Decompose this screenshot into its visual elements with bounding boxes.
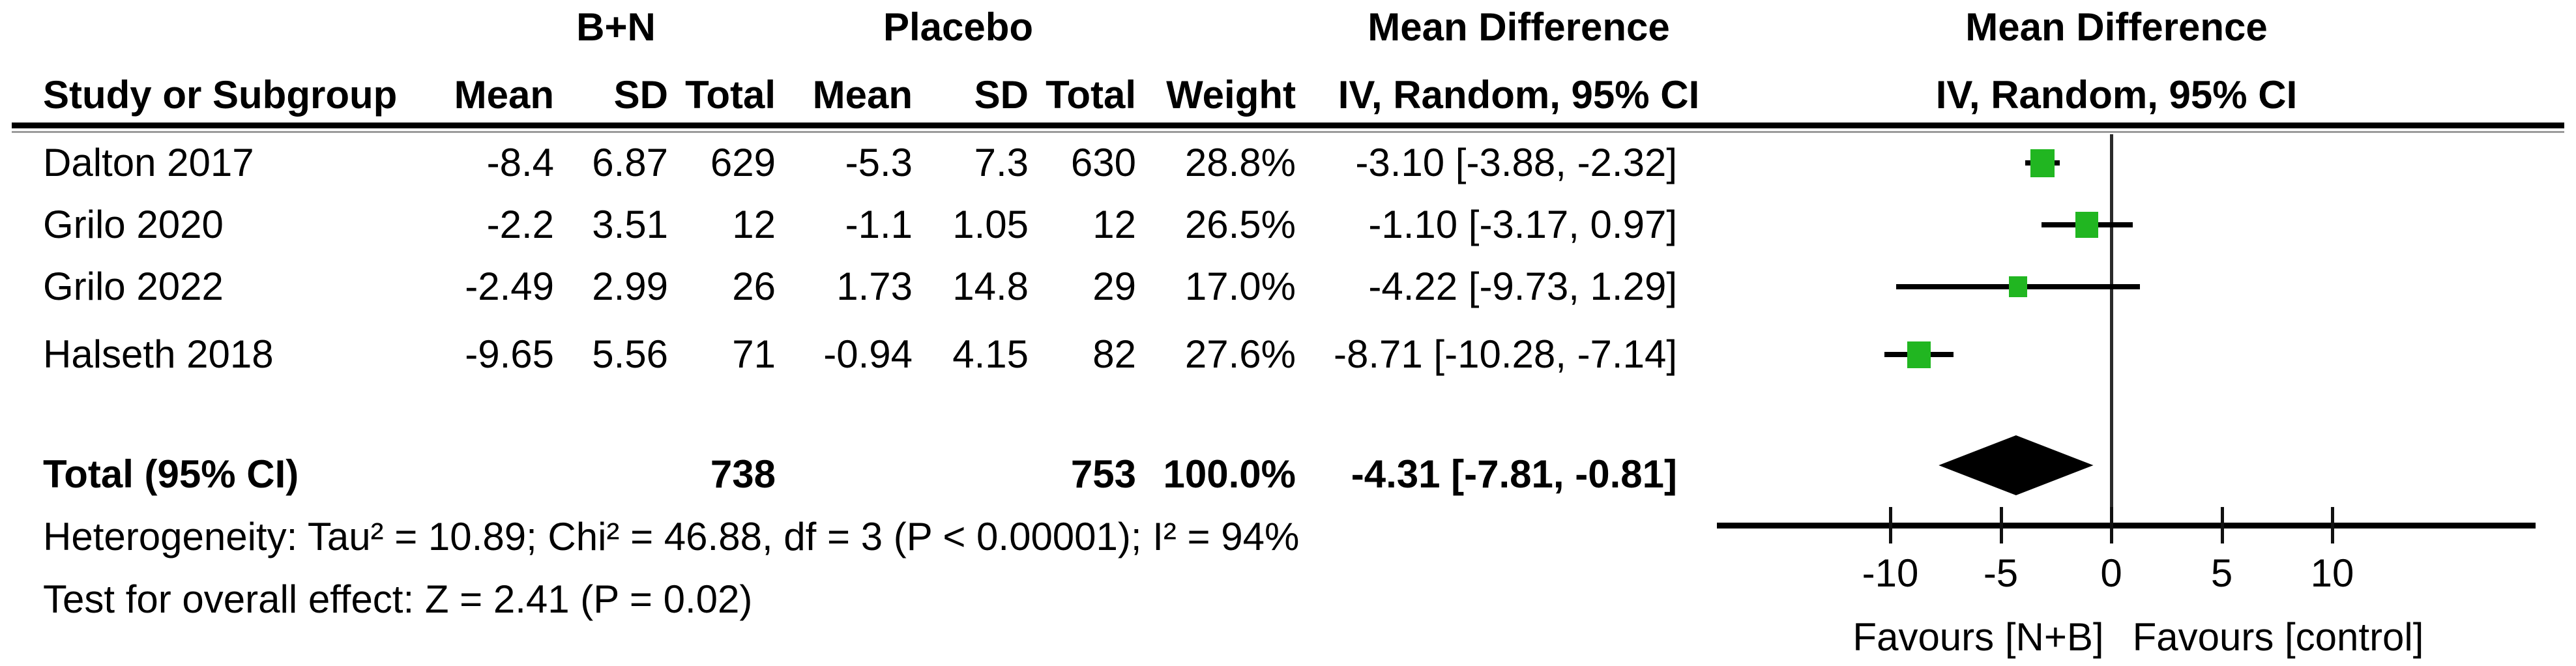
total-control-total: 753 bbox=[1070, 452, 1136, 496]
study-name: Grilo 2022 bbox=[43, 265, 224, 308]
treatment-total-cell: 26 bbox=[732, 265, 776, 308]
total-md-ci: -4.31 [-7.81, -0.81] bbox=[1351, 452, 1677, 496]
control-mean-cell: -0.94 bbox=[823, 332, 913, 376]
total-label: Total (95% CI) bbox=[43, 452, 299, 496]
study-marker bbox=[2030, 149, 2055, 177]
control-total-cell: 82 bbox=[1092, 332, 1136, 376]
study-name: Halseth 2018 bbox=[43, 332, 274, 376]
weight-cell: 27.6% bbox=[1184, 332, 1296, 376]
study-marker bbox=[2008, 276, 2027, 297]
control-sd-cell: 7.3 bbox=[974, 141, 1029, 184]
treatment-sd-cell: 6.87 bbox=[592, 141, 668, 184]
axis-tick bbox=[2220, 507, 2224, 543]
header-separator-line bbox=[12, 123, 2564, 128]
axis-tick bbox=[2110, 507, 2113, 543]
tick-label: 10 bbox=[2310, 551, 2354, 595]
treatment-mean-cell: -8.4 bbox=[486, 141, 554, 184]
control-sd-cell: 4.15 bbox=[952, 332, 1029, 376]
axis-tick bbox=[1999, 507, 2003, 543]
column-header-control-sd: SD bbox=[974, 73, 1029, 117]
favours-left-label: Favours [N+B] bbox=[1852, 615, 2104, 659]
heterogeneity-text: Heterogeneity: Tau² = 10.89; Chi² = 46.8… bbox=[43, 515, 1300, 558]
control-total-cell: 29 bbox=[1092, 265, 1136, 308]
study-name: Grilo 2020 bbox=[43, 203, 224, 246]
treatment-total-cell: 629 bbox=[710, 141, 776, 184]
weight-cell: 26.5% bbox=[1184, 203, 1296, 246]
control-mean-cell: -1.1 bbox=[845, 203, 913, 246]
column-header-method-right: IV, Random, 95% CI bbox=[1935, 73, 2298, 117]
tick-label: -10 bbox=[1862, 551, 1919, 595]
control-mean-cell: 1.73 bbox=[836, 265, 913, 308]
tick-label: -5 bbox=[1983, 551, 2019, 595]
column-header-control-mean: Mean bbox=[812, 73, 913, 117]
header-separator-echo bbox=[12, 131, 2564, 133]
md-ci-cell: -8.71 [-10.28, -7.14] bbox=[1334, 332, 1677, 376]
md-ci-cell: -3.10 [-3.88, -2.32] bbox=[1355, 141, 1677, 184]
control-total-cell: 630 bbox=[1070, 141, 1136, 184]
treatment-total-cell: 12 bbox=[732, 203, 776, 246]
summary-diamond bbox=[1939, 435, 2094, 495]
axis-tick bbox=[2331, 507, 2334, 543]
column-header-treatment-mean: Mean bbox=[454, 73, 554, 117]
control-total-cell: 12 bbox=[1092, 203, 1136, 246]
treatment-mean-cell: -9.65 bbox=[465, 332, 554, 376]
column-header-study: Study or Subgroup bbox=[43, 73, 398, 117]
treatment-mean-cell: -2.2 bbox=[486, 203, 554, 246]
column-header-treatment-sd: SD bbox=[613, 73, 668, 117]
treatment-sd-cell: 5.56 bbox=[592, 332, 668, 376]
control-group-header: Placebo bbox=[883, 5, 1034, 49]
effect-header-left: Mean Difference bbox=[1368, 5, 1670, 49]
study-marker bbox=[2075, 212, 2099, 238]
treatment-mean-cell: -2.49 bbox=[465, 265, 554, 308]
weight-cell: 17.0% bbox=[1184, 265, 1296, 308]
zero-line bbox=[2110, 134, 2113, 529]
treatment-sd-cell: 3.51 bbox=[592, 203, 668, 246]
total-weight: 100.0% bbox=[1163, 452, 1296, 496]
control-mean-cell: -5.3 bbox=[845, 141, 913, 184]
treatment-group-header: B+N bbox=[576, 5, 656, 49]
tick-label: 0 bbox=[2100, 551, 2122, 595]
axis-tick bbox=[1889, 507, 1892, 543]
md-ci-cell: -1.10 [-3.17, 0.97] bbox=[1368, 203, 1677, 246]
weight-cell: 28.8% bbox=[1184, 141, 1296, 184]
overall-effect-text: Test for overall effect: Z = 2.41 (P = 0… bbox=[43, 577, 753, 621]
favours-right-label: Favours [control] bbox=[2132, 615, 2424, 659]
column-header-treatment-total: Total bbox=[685, 73, 776, 117]
total-treatment-total: 738 bbox=[710, 452, 776, 496]
control-sd-cell: 1.05 bbox=[952, 203, 1029, 246]
effect-header-right: Mean Difference bbox=[1965, 5, 2268, 49]
treatment-sd-cell: 2.99 bbox=[592, 265, 668, 308]
treatment-total-cell: 71 bbox=[732, 332, 776, 376]
study-marker bbox=[1907, 341, 1931, 368]
tick-label: 5 bbox=[2210, 551, 2233, 595]
column-header-weight: Weight bbox=[1166, 73, 1296, 117]
column-header-control-total: Total bbox=[1046, 73, 1136, 117]
md-ci-cell: -4.22 [-9.73, 1.29] bbox=[1368, 265, 1677, 308]
x-axis-line bbox=[1717, 523, 2536, 528]
study-name: Dalton 2017 bbox=[43, 141, 254, 184]
control-sd-cell: 14.8 bbox=[952, 265, 1029, 308]
column-header-method-left: IV, Random, 95% CI bbox=[1338, 73, 1700, 117]
